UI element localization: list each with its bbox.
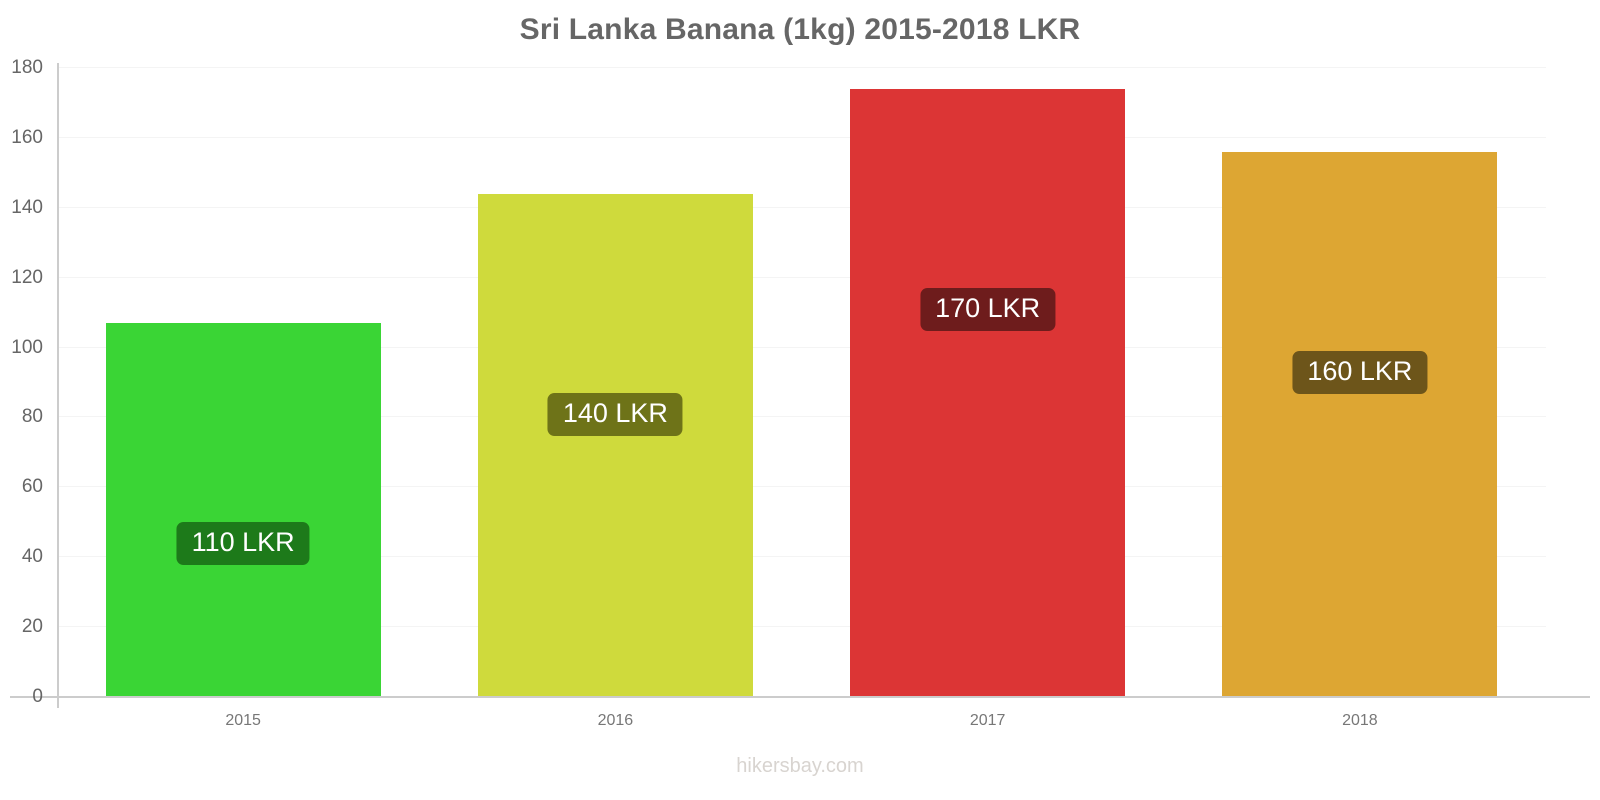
x-axis-tick-label: 2015 bbox=[225, 712, 261, 729]
gridline bbox=[57, 626, 1546, 628]
bar-rect bbox=[477, 193, 753, 697]
bar-value-label: 160 LKR bbox=[1292, 350, 1428, 394]
y-axis-tick-label: 100 bbox=[11, 336, 43, 358]
bar[interactable]: 160 LKR bbox=[1222, 151, 1498, 697]
y-axis-tick-label: 120 bbox=[11, 266, 43, 288]
gridline bbox=[57, 416, 1546, 418]
chart-title: Sri Lanka Banana (1kg) 2015-2018 LKR bbox=[519, 13, 1081, 46]
y-axis-tick-label: 180 bbox=[11, 57, 43, 78]
bar[interactable]: 110 LKR bbox=[105, 323, 381, 697]
bar-value-label: 110 LKR bbox=[176, 522, 310, 566]
bar[interactable]: 170 LKR bbox=[850, 88, 1126, 697]
bar-rect bbox=[105, 323, 381, 697]
gridline bbox=[57, 346, 1546, 348]
footer-credit: hikersbay.com bbox=[736, 755, 864, 777]
x-axis-tick-label: 2016 bbox=[597, 712, 634, 729]
y-axis-line bbox=[57, 63, 59, 708]
y-axis-tick-label: 20 bbox=[21, 616, 43, 638]
bar-rect bbox=[1222, 151, 1498, 697]
gridline bbox=[57, 136, 1546, 138]
gridline bbox=[57, 486, 1546, 488]
y-axis-tick-label: 140 bbox=[11, 196, 43, 218]
y-axis-tick-label: 80 bbox=[21, 406, 43, 428]
y-axis-tick-label: 0 bbox=[32, 686, 43, 707]
gridline bbox=[57, 556, 1546, 558]
plot-area: 110 LKR 140 LKR 170 LKR 160 LKR bbox=[57, 67, 1546, 697]
x-axis-tick-label: 2018 bbox=[1342, 712, 1378, 729]
gridline bbox=[57, 206, 1546, 208]
x-axis-tick-label: 2017 bbox=[969, 712, 1006, 729]
bar-value-label: 140 LKR bbox=[547, 392, 683, 436]
x-axis-line bbox=[10, 696, 1590, 698]
y-axis-tick-label: 60 bbox=[21, 476, 43, 498]
y-axis-tick-label: 160 bbox=[11, 126, 43, 148]
y-axis-tick-label: 40 bbox=[21, 546, 43, 568]
bar-value-label: 170 LKR bbox=[920, 287, 1056, 331]
gridline bbox=[57, 67, 1546, 68]
bar-rect bbox=[850, 88, 1126, 697]
gridline bbox=[57, 276, 1546, 278]
bar[interactable]: 140 LKR bbox=[477, 193, 753, 697]
